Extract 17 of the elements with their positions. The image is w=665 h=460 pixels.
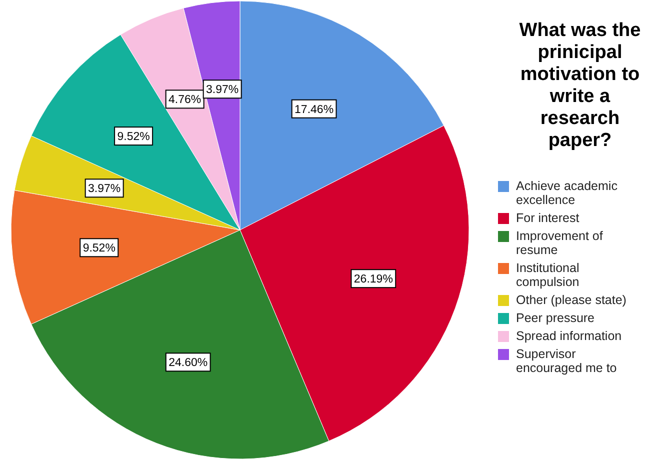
data-label: 3.97%	[206, 84, 239, 96]
data-label: 9.52%	[117, 131, 150, 144]
legend-label: Spread information	[516, 329, 622, 343]
data-label: 26.19%	[354, 274, 393, 286]
data-label: 17.46%	[294, 104, 334, 116]
data-label: 4.76%	[168, 94, 202, 106]
legend-label: Achieve academic excellence	[516, 179, 618, 207]
legend-label: For interest	[516, 211, 580, 225]
data-label: 9.52%	[82, 242, 116, 255]
legend-label: Institutional compulsion	[516, 261, 580, 289]
legend-label: Peer pressure	[516, 311, 595, 325]
data-label: 24.60%	[168, 357, 208, 370]
legend-label: Supervisor encouraged me to	[516, 347, 617, 375]
data-label: 3.97%	[88, 183, 121, 196]
legend-label: Improvement of resume	[516, 229, 604, 257]
legend-label: Other (please state)	[516, 293, 626, 307]
legend-title: What was the prinicipal motivation to write a research paper?	[519, 20, 641, 151]
